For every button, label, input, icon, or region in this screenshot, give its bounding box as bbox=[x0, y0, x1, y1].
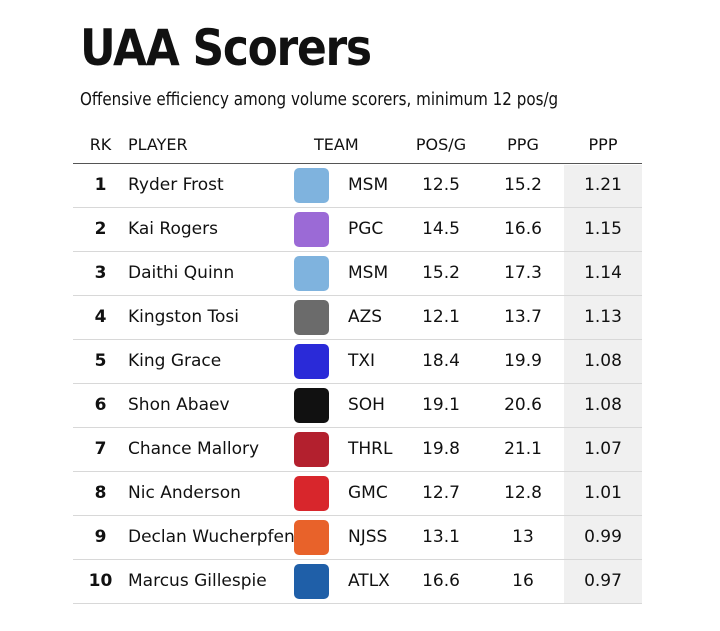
points-per-possession-cell: 0.97 bbox=[584, 571, 622, 591]
points-per-game-cell: 16 bbox=[512, 571, 534, 591]
pos-per-game-cell: 13.1 bbox=[422, 527, 460, 547]
team-logo-icon bbox=[294, 432, 329, 467]
table-row: 1 Ryder Frost MSM 12.5 15.2 1.21 bbox=[73, 164, 642, 208]
ppp-column-highlight bbox=[564, 165, 642, 603]
rank-cell: 9 bbox=[94, 527, 107, 547]
team-cell: AZS bbox=[348, 307, 383, 327]
points-per-possession-cell: 1.01 bbox=[584, 483, 622, 503]
rank-cell: 10 bbox=[88, 571, 113, 591]
chart-title: UAA Scorers bbox=[80, 19, 372, 77]
pos-per-game-cell: 12.7 bbox=[422, 483, 460, 503]
pos-per-game-cell: 16.6 bbox=[422, 571, 460, 591]
team-logo-icon bbox=[294, 300, 329, 335]
team-logo-icon bbox=[294, 212, 329, 247]
points-per-possession-cell: 1.21 bbox=[584, 175, 622, 195]
points-per-possession-cell: 1.13 bbox=[584, 307, 622, 327]
table-row: 9 Declan Wucherpfennig NJSS 13.1 13 0.99 bbox=[73, 516, 642, 560]
points-per-game-cell: 19.9 bbox=[504, 351, 542, 371]
team-cell: ATLX bbox=[348, 571, 390, 591]
player-name-cell: Nic Anderson bbox=[128, 483, 241, 503]
pos-per-game-cell: 19.1 bbox=[422, 395, 460, 415]
pos-per-game-cell: 12.5 bbox=[422, 175, 460, 195]
points-per-game-cell: 13 bbox=[512, 527, 534, 547]
points-per-game-cell: 20.6 bbox=[504, 395, 542, 415]
header-pos-g: POS/G bbox=[415, 135, 467, 154]
player-name-cell: Kai Rogers bbox=[128, 219, 218, 239]
points-per-possession-cell: 1.08 bbox=[584, 395, 622, 415]
pos-per-game-cell: 12.1 bbox=[422, 307, 460, 327]
team-logo-icon bbox=[294, 476, 329, 511]
table-row: 7 Chance Mallory THRL 19.8 21.1 1.07 bbox=[73, 428, 642, 472]
rank-cell: 2 bbox=[94, 219, 107, 239]
points-per-game-cell: 17.3 bbox=[504, 263, 542, 283]
table-row: 5 King Grace TXI 18.4 19.9 1.08 bbox=[73, 340, 642, 384]
player-name-cell: Shon Abaev bbox=[128, 395, 230, 415]
team-logo-icon bbox=[294, 168, 329, 203]
pos-per-game-cell: 15.2 bbox=[422, 263, 460, 283]
points-per-game-cell: 13.7 bbox=[504, 307, 542, 327]
team-cell: GMC bbox=[348, 483, 388, 503]
table-row: 4 Kingston Tosi AZS 12.1 13.7 1.13 bbox=[73, 296, 642, 340]
table-body: 1 Ryder Frost MSM 12.5 15.2 1.21 2 Kai Rogers PG… bbox=[73, 164, 642, 604]
points-per-game-cell: 12.8 bbox=[504, 483, 542, 503]
pos-per-game-cell: 18.4 bbox=[422, 351, 460, 371]
team-cell: NJSS bbox=[348, 527, 388, 547]
points-per-possession-cell: 1.07 bbox=[584, 439, 622, 459]
team-cell: TXI bbox=[348, 351, 376, 371]
table-header: RK PLAYER TEAM POS/G PPG PPP bbox=[73, 126, 642, 164]
pos-per-game-cell: 19.8 bbox=[422, 439, 460, 459]
team-cell: PGC bbox=[348, 219, 384, 239]
table-row: 10 Marcus Gillespie ATLX 16.6 16 0.97 bbox=[73, 560, 642, 604]
rank-cell: 6 bbox=[94, 395, 107, 415]
points-per-possession-cell: 1.08 bbox=[584, 351, 622, 371]
header-ppg: PPG bbox=[507, 135, 539, 154]
pos-per-game-cell: 14.5 bbox=[422, 219, 460, 239]
team-logo-icon bbox=[294, 344, 329, 379]
team-logo-icon bbox=[294, 564, 329, 599]
points-per-possession-cell: 1.14 bbox=[584, 263, 622, 283]
table-row: 6 Shon Abaev SOH 19.1 20.6 1.08 bbox=[73, 384, 642, 428]
rank-cell: 3 bbox=[94, 263, 107, 283]
chart-subtitle: Offensive efficiency among volume scorer… bbox=[80, 89, 559, 110]
header-rk: RK bbox=[89, 135, 112, 154]
team-logo-icon bbox=[294, 388, 329, 423]
points-per-possession-cell: 0.99 bbox=[584, 527, 622, 547]
table-row: 2 Kai Rogers PGC 14.5 16.6 1.15 bbox=[73, 208, 642, 252]
player-name-cell: Kingston Tosi bbox=[128, 307, 240, 327]
header-ppp: PPP bbox=[588, 135, 618, 154]
points-per-game-cell: 15.2 bbox=[504, 175, 542, 195]
player-name-cell: Ryder Frost bbox=[128, 175, 224, 195]
header-team: TEAM bbox=[314, 135, 359, 154]
team-logo-icon bbox=[294, 256, 329, 291]
team-cell: THRL bbox=[348, 439, 393, 459]
rank-cell: 5 bbox=[94, 351, 107, 371]
rank-cell: 1 bbox=[94, 175, 107, 195]
player-name-cell: Marcus Gillespie bbox=[128, 571, 267, 591]
team-cell: SOH bbox=[348, 395, 385, 415]
points-per-game-cell: 21.1 bbox=[504, 439, 542, 459]
player-name-cell: Daithi Quinn bbox=[128, 263, 235, 283]
rank-cell: 8 bbox=[94, 483, 107, 503]
team-cell: MSM bbox=[348, 263, 389, 283]
team-cell: MSM bbox=[348, 175, 389, 195]
points-per-game-cell: 16.6 bbox=[504, 219, 542, 239]
table-row: 3 Daithi Quinn MSM 15.2 17.3 1.14 bbox=[73, 252, 642, 296]
header-player: PLAYER bbox=[128, 135, 188, 154]
scorers-table: RK PLAYER TEAM POS/G PPG PPP 1 Ryder Fros… bbox=[73, 126, 642, 604]
player-name-cell: Declan Wucherpfennig bbox=[128, 527, 294, 547]
table-row: 8 Nic Anderson GMC 12.7 12.8 1.01 bbox=[73, 472, 642, 516]
points-per-possession-cell: 1.15 bbox=[584, 219, 622, 239]
rank-cell: 4 bbox=[94, 307, 107, 327]
team-logo-icon bbox=[294, 520, 329, 555]
rank-cell: 7 bbox=[94, 439, 107, 459]
player-name-cell: King Grace bbox=[128, 351, 222, 371]
player-name-cell: Chance Mallory bbox=[128, 439, 260, 459]
